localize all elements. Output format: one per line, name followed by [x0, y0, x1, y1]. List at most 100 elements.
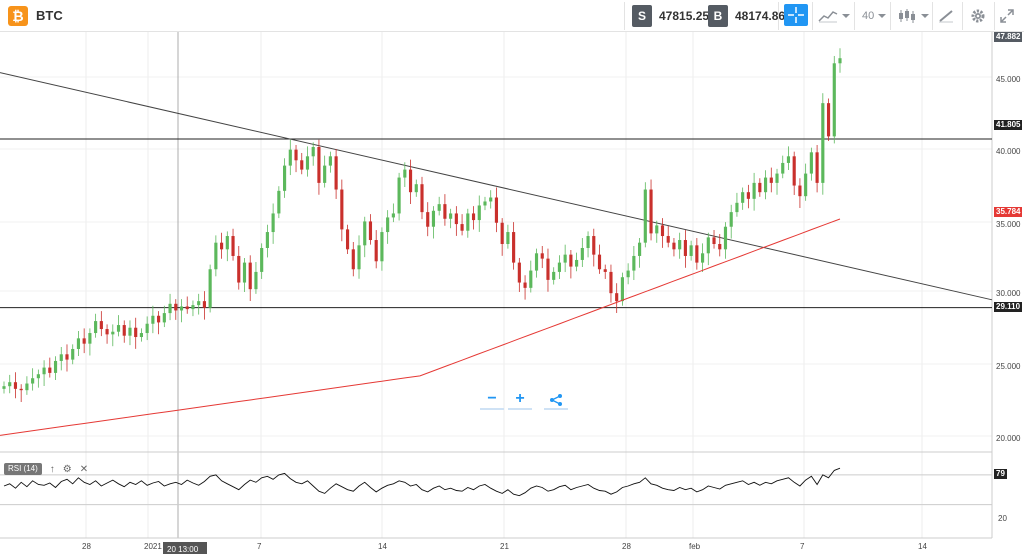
zoom-controls: − +	[480, 390, 572, 410]
zoom-in-button[interactable]: +	[508, 390, 532, 410]
candle-body	[746, 192, 750, 199]
candle-body	[489, 197, 493, 202]
buy-price-box[interactable]: B 48174.86	[708, 4, 785, 28]
sell-price: 47815.25	[659, 9, 710, 23]
candle-body	[88, 333, 92, 344]
candle-body	[792, 156, 796, 186]
candle-body	[815, 152, 819, 183]
candle-body	[512, 232, 516, 263]
sell-tag: S	[632, 5, 652, 27]
candle-body	[523, 282, 527, 288]
buy-tag: B	[708, 5, 728, 27]
candle-body	[426, 212, 430, 227]
candle-body	[569, 254, 573, 267]
candle-body	[500, 222, 504, 245]
draw-tools-button[interactable]	[938, 5, 954, 27]
fullscreen-button[interactable]	[1000, 5, 1014, 27]
candle-body	[8, 382, 12, 387]
chart-toolbar: ₿ BTC S 47815.25 B 48174.86 40	[0, 0, 1024, 32]
candle-body	[25, 383, 29, 391]
candle-body	[19, 388, 23, 391]
toolbar-divider	[932, 2, 933, 30]
candle-body	[139, 333, 143, 338]
close-icon[interactable]: ✕	[79, 463, 89, 475]
candle-body	[471, 213, 476, 221]
candle-body	[672, 242, 676, 250]
candle-body	[145, 323, 149, 334]
interval-button[interactable]: 40	[862, 5, 887, 27]
toolbar-divider	[812, 2, 813, 30]
candle-body	[351, 249, 355, 270]
candlestick-series	[2, 48, 842, 403]
candle-body	[328, 156, 332, 166]
chevron-down-icon	[921, 14, 929, 18]
rsi-label[interactable]: RSI (14)	[4, 463, 42, 475]
candle-body	[225, 236, 229, 250]
candle-body	[128, 327, 132, 336]
candle-body	[638, 242, 642, 256]
time-tick: 28	[622, 542, 631, 551]
candle-style-button[interactable]	[897, 5, 929, 27]
moving-average-line	[0, 218, 841, 436]
candle-body	[597, 254, 602, 270]
candle-body	[391, 213, 395, 218]
candle-body	[220, 242, 224, 250]
cursor-time-label: 20 13:00	[167, 545, 199, 554]
candle-body	[454, 213, 458, 225]
candle-body	[781, 162, 785, 174]
chevron-down-icon	[842, 14, 850, 18]
candle-body	[71, 348, 75, 360]
line-chart-icon	[818, 11, 838, 23]
toolbar-divider	[962, 2, 963, 30]
candle-body	[386, 217, 390, 233]
candle-body	[477, 205, 481, 221]
cursor-time-tag	[163, 542, 207, 554]
candle-body	[111, 331, 115, 335]
rsi-indicator-header: RSI (14) ↑ ⚙ ✕	[4, 462, 88, 476]
chart-type-button[interactable]	[818, 5, 850, 27]
candle-body	[615, 293, 619, 302]
ma-price-tag: 35.784	[994, 207, 1023, 217]
candle-body	[248, 262, 252, 290]
candle-body	[214, 242, 218, 270]
candle-body	[185, 306, 189, 310]
candle-body	[174, 303, 178, 311]
bitcoin-icon: ₿	[8, 6, 28, 26]
candle-body	[763, 177, 768, 193]
candle-body	[48, 367, 52, 373]
time-tick: 28	[82, 542, 91, 551]
trendline	[0, 72, 993, 301]
crosshair-button[interactable]	[784, 4, 808, 26]
symbol-name[interactable]: BTC	[36, 8, 63, 23]
candle-body	[683, 240, 687, 256]
candle-body	[649, 189, 653, 234]
candle-body	[420, 184, 424, 213]
candle-body	[798, 185, 802, 197]
resistance-price-tag: 41.805	[994, 120, 1023, 130]
candle-body	[94, 321, 98, 334]
price-chart[interactable]: 45.000 40.000 35.000 30.000 25.000 20.00…	[0, 32, 1024, 554]
candle-body	[660, 225, 665, 237]
settings-button[interactable]	[970, 5, 986, 27]
candle-body	[368, 221, 373, 241]
time-tick: feb	[689, 542, 701, 551]
time-axis: 28 2021 7 14 21 28 feb 7 14	[82, 542, 927, 551]
zoom-out-button[interactable]: −	[480, 390, 504, 410]
share-button[interactable]	[544, 390, 568, 410]
move-up-icon[interactable]: ↑	[49, 463, 55, 475]
candle-body	[31, 378, 35, 384]
candle-body	[449, 213, 453, 219]
candle-body	[380, 232, 384, 262]
sell-price-box[interactable]: S 47815.25	[632, 4, 709, 28]
candle-body	[191, 305, 195, 310]
rsi-tick: 20	[998, 514, 1007, 523]
candle-body	[718, 244, 722, 250]
candle-body	[483, 201, 487, 206]
candle-body	[735, 202, 739, 213]
candle-body	[363, 221, 367, 246]
candle-body	[729, 212, 733, 227]
candle-body	[655, 225, 659, 234]
gear-icon[interactable]: ⚙	[62, 463, 72, 475]
candle-body	[769, 177, 773, 183]
candle-body	[197, 301, 201, 306]
